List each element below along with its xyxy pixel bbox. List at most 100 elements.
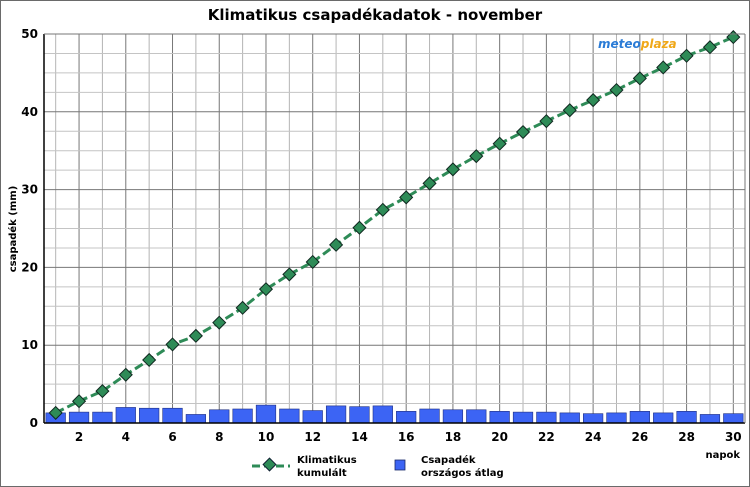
- bar: [325, 405, 347, 424]
- y-tick-label: 30: [21, 183, 38, 197]
- bar: [68, 411, 90, 424]
- line-point: [258, 282, 274, 297]
- x-tick-label: 4: [122, 430, 130, 444]
- y-tick-label: 20: [21, 260, 38, 274]
- line-point: [212, 315, 227, 330]
- line-point: [165, 337, 180, 352]
- x-tick-label: 2: [75, 430, 83, 444]
- y-axis-label: csapadék (mm): [7, 186, 19, 273]
- bar: [162, 407, 183, 424]
- x-tick-label: 28: [678, 430, 695, 444]
- y-tick-label: 50: [21, 27, 38, 41]
- bar: [442, 409, 464, 424]
- line-point: [539, 114, 554, 129]
- bar: [209, 409, 230, 424]
- legend-diamond-icon: [262, 457, 277, 472]
- legend-label-cumulative-2: kumulált: [297, 467, 347, 479]
- bar-series: [45, 404, 744, 424]
- line-point: [142, 352, 157, 368]
- bar: [583, 413, 604, 424]
- bar: [279, 408, 300, 424]
- x-tick-label: 10: [258, 430, 275, 444]
- line-point: [702, 40, 718, 55]
- line-point: [515, 124, 531, 140]
- line-point: [445, 162, 460, 177]
- x-tick-label: 6: [168, 430, 176, 444]
- legend-label-bars-1: Csapadék: [421, 454, 476, 466]
- legend-item-bars: Csapadék országos átlag: [394, 454, 504, 479]
- bar: [723, 413, 744, 424]
- line-point: [422, 176, 437, 191]
- x-tick-label: 26: [631, 430, 648, 444]
- x-tick-label: 14: [351, 430, 368, 444]
- bar: [255, 404, 277, 424]
- bar: [676, 411, 697, 424]
- y-tick-label: 0: [30, 416, 38, 430]
- line-point: [679, 48, 694, 63]
- bar: [629, 411, 650, 424]
- bar: [396, 411, 417, 424]
- y-tick-labels: 0 10 20 30 40 50: [21, 27, 38, 430]
- meteoplaza-logo: meteoplaza: [598, 37, 677, 51]
- line-point: [71, 394, 87, 409]
- logo-text-plaza: plaza: [640, 37, 677, 51]
- x-tick-label: 22: [538, 430, 555, 444]
- bar: [139, 407, 160, 424]
- bar: [372, 405, 393, 424]
- x-axis-label: napok: [705, 450, 740, 461]
- bar: [92, 411, 113, 424]
- bar: [606, 412, 627, 424]
- x-tick-label: 16: [398, 430, 415, 444]
- line-point: [586, 93, 601, 108]
- line-point: [656, 60, 671, 75]
- bar: [536, 411, 557, 424]
- x-tick-label: 8: [215, 430, 223, 444]
- bar: [559, 412, 580, 424]
- line-point: [118, 367, 133, 382]
- x-tick-label: 18: [445, 430, 462, 444]
- line-point: [188, 328, 203, 343]
- line-point: [469, 149, 484, 164]
- bar: [232, 408, 253, 424]
- bar: [349, 406, 370, 424]
- line-point: [492, 136, 507, 151]
- line-point: [282, 267, 297, 282]
- axes: [43, 33, 746, 424]
- line-point: [632, 71, 647, 86]
- line-point: [235, 300, 250, 315]
- line-point: [48, 405, 63, 420]
- x-tick-label: 20: [491, 430, 508, 444]
- line-point: [375, 202, 390, 217]
- logo-text-meteo: meteo: [598, 37, 641, 51]
- bar: [185, 414, 206, 424]
- bar: [302, 410, 323, 424]
- legend-item-cumulative: Klimatikus kumulált: [252, 455, 357, 479]
- line-point: [352, 220, 367, 235]
- line-point: [562, 103, 577, 118]
- legend-label-bars-2: országos átlag: [421, 467, 504, 479]
- line-point: [609, 82, 624, 98]
- bar: [419, 408, 440, 424]
- bar: [115, 407, 136, 424]
- legend: Klimatikus kumulált Csapadék országos át…: [252, 454, 504, 479]
- line-point: [305, 254, 320, 270]
- x-tick-label: 12: [304, 430, 321, 444]
- line-point: [399, 190, 414, 205]
- bar: [653, 412, 674, 424]
- legend-square-icon: [394, 459, 406, 471]
- legend-label-cumulative-1: Klimatikus: [297, 455, 357, 466]
- chart-title: Klimatikus csapadékadatok - november: [208, 6, 543, 24]
- bar: [489, 411, 510, 424]
- y-tick-label: 40: [21, 105, 38, 119]
- x-tick-labels: 2 4 6 8 10 12 14 16 18 20 22 24 26 28 30: [75, 430, 742, 444]
- svg-text:meteoplaza: meteoplaza: [598, 37, 677, 51]
- x-tick-label: 24: [585, 430, 602, 444]
- bar: [512, 411, 534, 424]
- bar: [466, 409, 487, 424]
- bar: [699, 414, 721, 424]
- y-tick-label: 10: [21, 338, 38, 352]
- line-point: [95, 384, 110, 399]
- x-tick-label: 30: [725, 430, 742, 444]
- line-point: [329, 237, 344, 252]
